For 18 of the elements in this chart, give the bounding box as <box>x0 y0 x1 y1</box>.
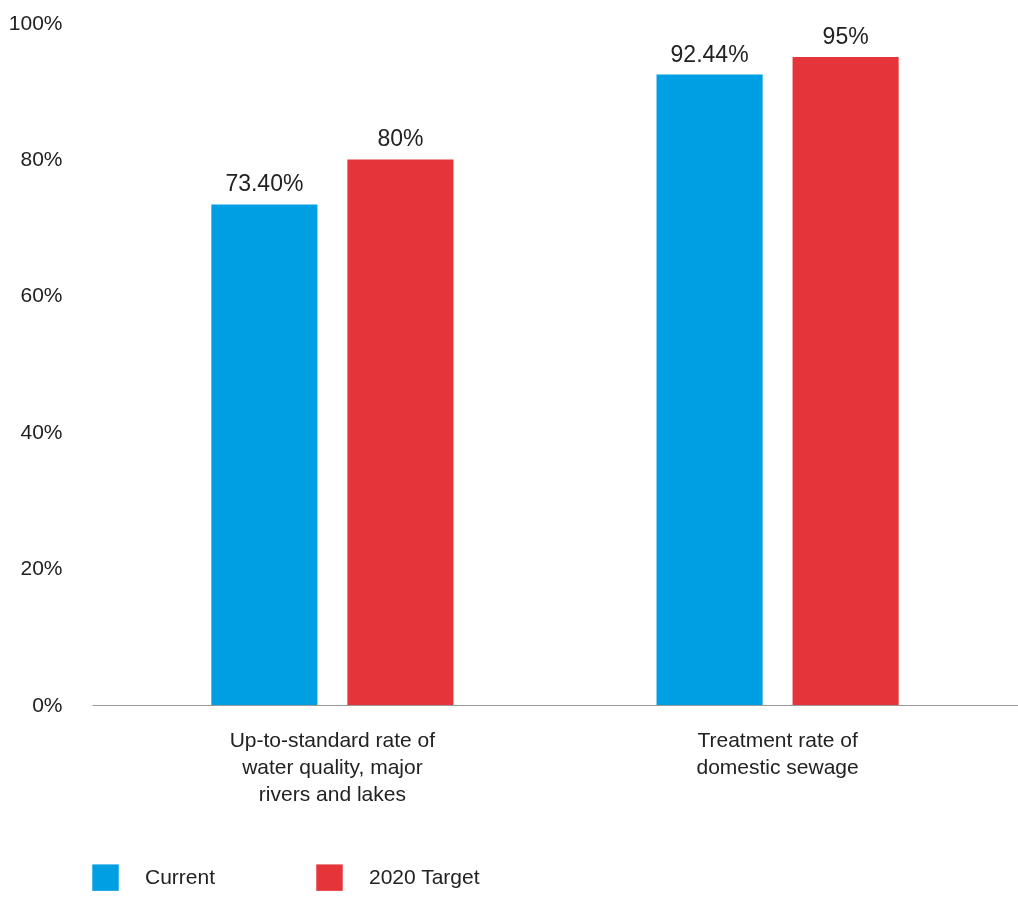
bar <box>656 74 763 705</box>
bar <box>792 57 899 705</box>
data-label: 95% <box>822 23 869 50</box>
legend-label: Current <box>145 864 216 888</box>
data-label: 80% <box>377 125 424 152</box>
bar <box>211 204 318 705</box>
data-label: 73.40% <box>225 170 304 197</box>
legend-label: 2020 Target <box>369 864 480 888</box>
x-tick-label: Treatment rate of domestic sewage <box>696 727 859 778</box>
x-tick-label: Up-to-standard rate of water quality, major rivers and lakes <box>229 727 436 805</box>
bar <box>347 159 454 705</box>
y-tick-label: 0% <box>32 692 63 716</box>
y-tick-label: 80% <box>20 146 63 170</box>
y-tick-label: 100% <box>8 10 63 34</box>
y-tick-label: 40% <box>20 419 63 443</box>
y-tick-label: 20% <box>20 556 63 580</box>
data-label: 92.44% <box>670 40 749 67</box>
y-tick-label: 60% <box>20 283 63 307</box>
